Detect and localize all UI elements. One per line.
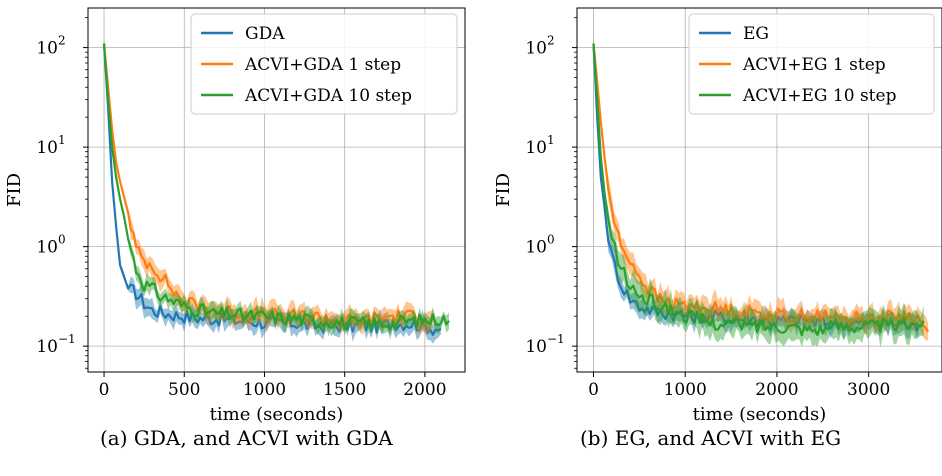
series-line xyxy=(102,43,450,332)
series-line xyxy=(102,43,442,336)
y-tick-exponent: 2 xyxy=(58,34,66,48)
x-tick-label: 1000 xyxy=(664,380,707,400)
x-axis-label: time (seconds) xyxy=(210,404,344,425)
caption-b: (b) EG, and ACVI with EG xyxy=(580,426,842,450)
y-tick-exponent: −1 xyxy=(58,332,76,346)
y-tick-exponent: 1 xyxy=(547,133,555,147)
series-line xyxy=(592,43,930,333)
x-tick-label: 1500 xyxy=(323,380,366,400)
x-tick-label: 0 xyxy=(99,380,110,400)
x-tick-label: 0 xyxy=(588,380,599,400)
y-tick-label: 10 xyxy=(525,337,547,357)
legend: GDA ACVI+GDA 1 step ACVI+GDA 10 step xyxy=(190,13,458,115)
y-tick-label: 10 xyxy=(525,138,547,158)
y-tick-exponent: 1 xyxy=(58,133,66,147)
x-tick-label: 500 xyxy=(168,380,200,400)
y-tick-label: 10 xyxy=(36,138,58,158)
legend-box xyxy=(190,13,458,115)
x-tick-label: 2000 xyxy=(755,380,798,400)
x-tick-label: 2000 xyxy=(403,380,446,400)
caption-a: (a) GDA, and ACVI with GDA xyxy=(100,426,393,450)
y-tick-label: 10 xyxy=(525,238,547,258)
axes-frame xyxy=(87,7,466,373)
legend-label: ACVI+EG 1 step xyxy=(742,55,886,75)
y-tick-exponent: 2 xyxy=(547,34,555,48)
y-tick-label: 10 xyxy=(525,39,547,59)
y-tick-exponent: 0 xyxy=(547,233,555,247)
y-tick-label: 10 xyxy=(36,337,58,357)
legend-label: ACVI+GDA 10 step xyxy=(244,86,412,106)
y-tick-label: 10 xyxy=(36,238,58,258)
x-tick-label: 3000 xyxy=(847,380,890,400)
series-line xyxy=(592,43,925,337)
legend-label: GDA xyxy=(245,24,285,44)
series-band xyxy=(593,39,929,341)
x-tick-label: 1000 xyxy=(243,380,286,400)
y-axis-label: FID xyxy=(4,173,25,207)
plot-area xyxy=(102,39,450,344)
legend-label: ACVI+EG 10 step xyxy=(742,86,897,106)
legend-label: ACVI+GDA 1 step xyxy=(244,55,401,75)
legend-box xyxy=(688,13,935,115)
y-tick-label: 10 xyxy=(36,39,58,59)
y-axis-label: FID xyxy=(493,173,514,207)
legend: EG ACVI+EG 1 step ACVI+EG 10 step xyxy=(688,13,935,115)
x-axis-label: time (seconds) xyxy=(693,404,827,425)
plot-area xyxy=(592,37,930,348)
y-tick-exponent: −1 xyxy=(547,332,565,346)
series-band xyxy=(593,37,924,348)
axes-frame xyxy=(576,7,942,373)
y-tick-exponent: 0 xyxy=(58,233,66,247)
legend-label: EG xyxy=(743,24,769,44)
